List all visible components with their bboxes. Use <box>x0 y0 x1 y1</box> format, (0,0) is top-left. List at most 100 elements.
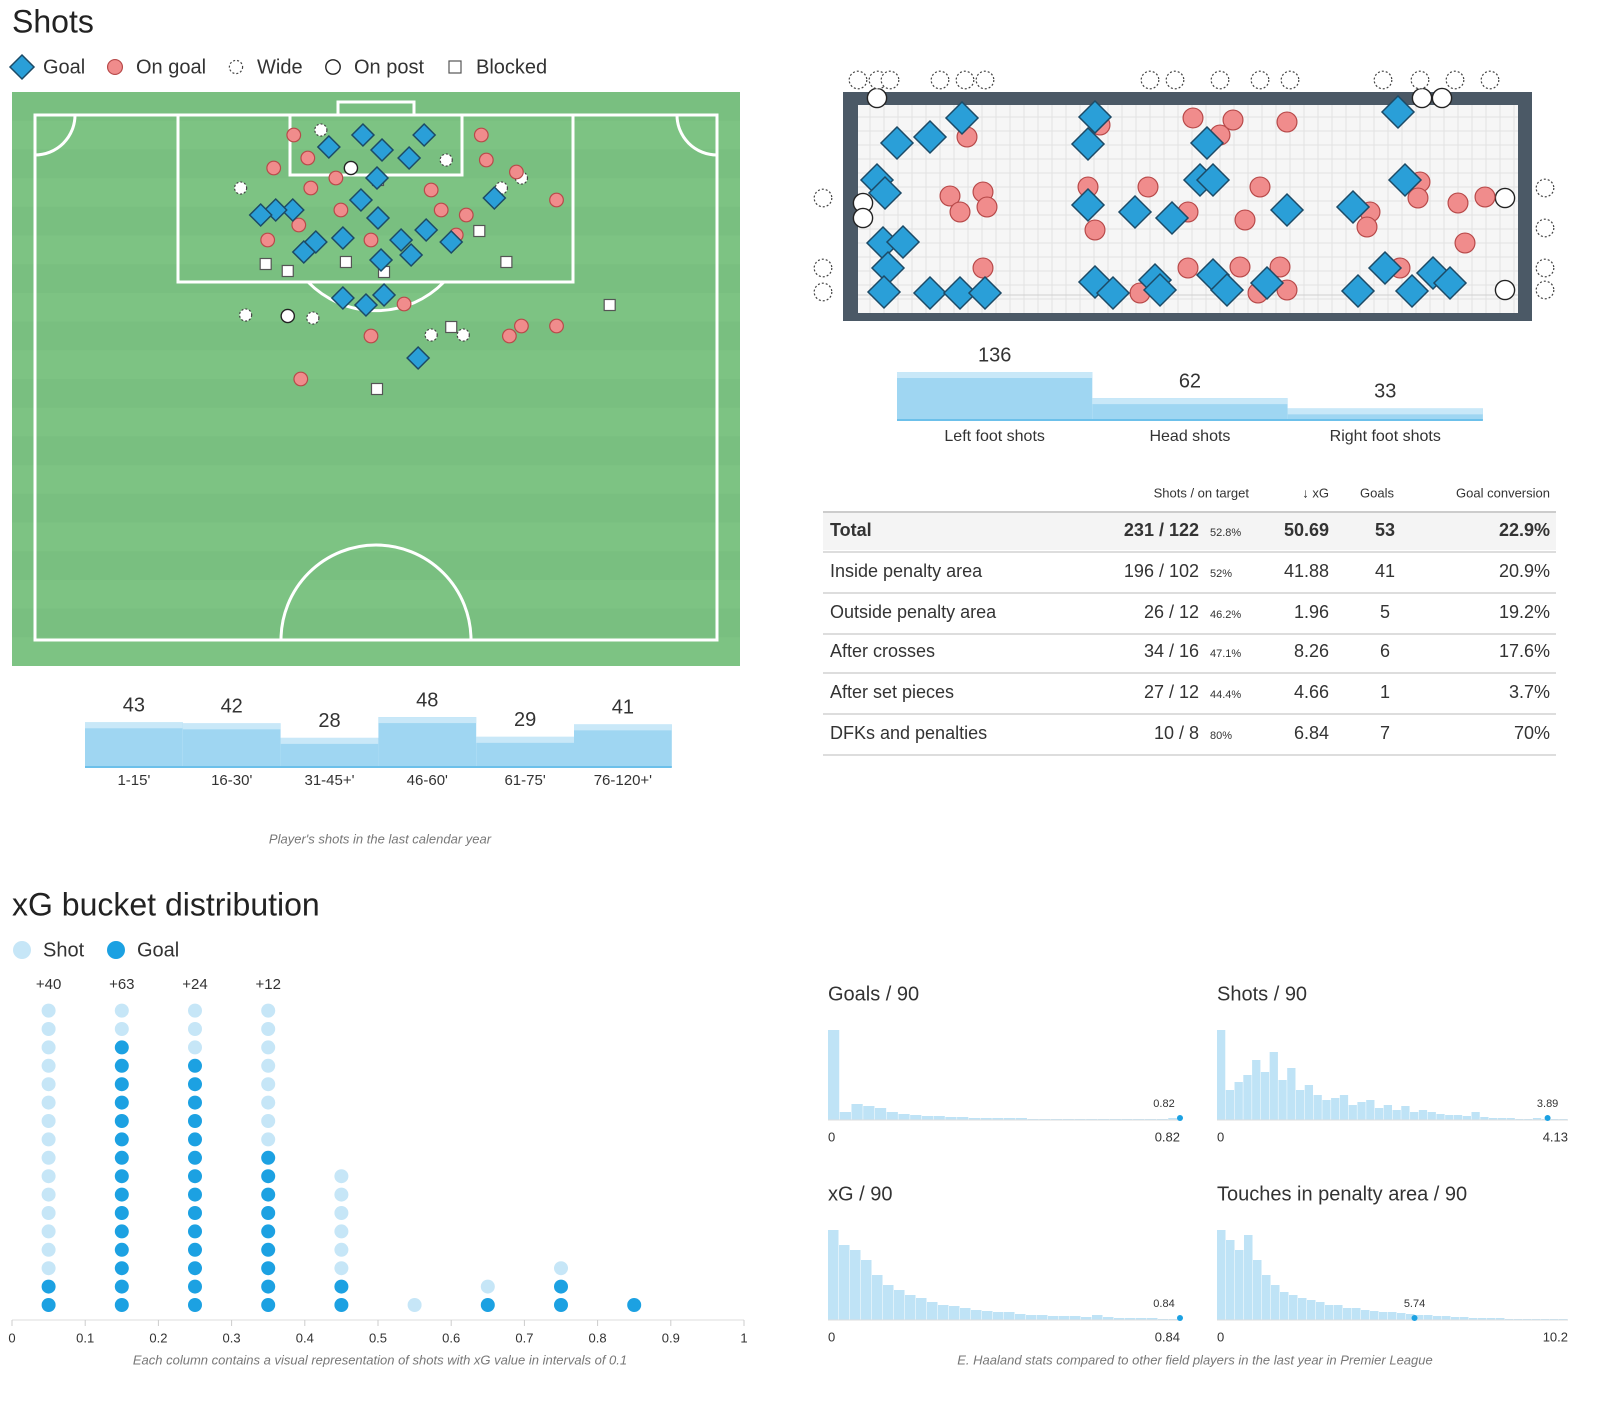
shots-caption: Player's shots in the last calendar year <box>269 831 492 846</box>
shot-dot <box>41 1077 56 1092</box>
blocked-marker <box>448 60 462 74</box>
table-cell: 17.6% <box>1499 641 1550 661</box>
goal-marker <box>1117 194 1153 230</box>
table-cell: 41 <box>1375 561 1395 581</box>
blocked-marker <box>445 320 458 334</box>
wide-marker <box>456 328 470 342</box>
hist-bar <box>1136 1318 1147 1320</box>
table-cell: 4.66 <box>1294 682 1329 702</box>
table-cell: 20.9% <box>1499 561 1550 581</box>
shot-dot <box>41 1224 56 1239</box>
player-dot <box>1177 1315 1183 1321</box>
on-goal-marker <box>396 296 412 312</box>
wide-marker <box>930 70 950 90</box>
hist-bar <box>872 1275 883 1320</box>
hist-bar <box>980 1118 992 1120</box>
blocked-marker <box>339 255 353 269</box>
legend-label: Wide <box>257 56 303 78</box>
hist-bar <box>1059 1316 1070 1320</box>
hist-bar <box>960 1308 971 1320</box>
shot-dot <box>41 1242 56 1257</box>
goal-dot <box>188 1077 202 1092</box>
goal-dot <box>261 1187 276 1202</box>
wide-marker <box>1445 70 1465 90</box>
hist-tick-label: 0 <box>1217 1129 1224 1144</box>
shot-dot <box>41 1114 56 1128</box>
x-tick-label: 0.8 <box>589 1330 607 1345</box>
hist-bar <box>1489 1118 1498 1120</box>
on-goal-marker <box>1222 109 1244 131</box>
goal-dot <box>114 1150 129 1165</box>
goal <box>336 100 416 117</box>
bar-category: 31-45+' <box>305 772 355 789</box>
overflow-label: +12 <box>255 976 280 993</box>
on-post-marker <box>280 308 296 324</box>
hist-bar <box>1253 1260 1262 1320</box>
table-cell: Inside penalty area <box>830 561 983 581</box>
hist-bar <box>839 1112 851 1120</box>
goal-marker <box>866 274 902 310</box>
on-goal-marker <box>972 257 994 279</box>
player-value: 0.82 <box>1153 1098 1174 1110</box>
player-dot <box>1544 1115 1551 1121</box>
wide-marker <box>1210 70 1230 90</box>
bar-value: 33 <box>1374 381 1396 403</box>
shot-dot <box>41 1206 56 1220</box>
hist-bar <box>945 1117 957 1120</box>
panel-title: Goals / 90 <box>828 983 919 1005</box>
table-cell: After crosses <box>830 641 935 661</box>
hist-bar <box>1015 1118 1027 1120</box>
on-goal-marker <box>478 152 494 168</box>
goal-dot <box>114 1114 129 1128</box>
player-value: 3.89 <box>1537 1098 1558 1110</box>
goal-marker <box>912 119 948 155</box>
goal-marker <box>1380 94 1416 130</box>
hist-bar <box>850 1250 861 1320</box>
goal-marker <box>1249 265 1285 301</box>
hist-bar <box>1243 1075 1252 1120</box>
hist-bar <box>1451 1317 1460 1320</box>
goal-marker <box>1142 272 1178 308</box>
goal-dot <box>261 1279 276 1294</box>
goal-marker <box>942 275 978 311</box>
x-tick-label: 0.4 <box>296 1330 314 1345</box>
x-tick-label: 0.9 <box>662 1330 680 1345</box>
goal-dot <box>554 1298 568 1312</box>
goal-marker <box>414 217 439 243</box>
hist-bar <box>1453 1115 1463 1120</box>
on-goal-marker <box>1249 176 1271 198</box>
hist-bar <box>1331 1098 1340 1120</box>
hist-bar <box>1269 1052 1278 1120</box>
goal-marker <box>399 242 424 268</box>
wide-marker <box>848 70 868 90</box>
hist-bar <box>1424 1315 1433 1320</box>
shot-dot <box>41 1022 56 1036</box>
hist-bar <box>1316 1302 1325 1320</box>
goal-marker <box>944 100 980 136</box>
goal-marker <box>439 229 464 255</box>
on-goal-marker <box>1084 219 1106 241</box>
goal-marker <box>1269 192 1305 228</box>
hist-bar <box>1352 1308 1361 1320</box>
on-post-marker <box>852 207 874 229</box>
on-goal-marker <box>291 217 307 233</box>
shot-dot <box>41 1187 56 1202</box>
on-post-marker <box>1431 87 1453 109</box>
hist-bar <box>933 1116 945 1120</box>
hist-bar <box>1244 1235 1253 1320</box>
on-goal-marker <box>1137 176 1159 198</box>
bar-shade <box>476 736 574 743</box>
hist-bar <box>1325 1305 1334 1320</box>
hist-bar <box>1460 1317 1469 1320</box>
blocked-marker <box>603 298 616 312</box>
pitch-stripe <box>12 493 740 523</box>
goal-dot <box>334 1298 349 1312</box>
goal-dot <box>188 1114 202 1128</box>
on-post-marker <box>1494 187 1516 209</box>
shot-dot <box>261 1132 276 1147</box>
shot-dot <box>188 1022 202 1036</box>
legend-label: On post <box>354 56 424 78</box>
on-goal-marker <box>458 207 474 223</box>
goal-marker <box>1095 275 1131 311</box>
hist-bar <box>1125 1318 1136 1320</box>
